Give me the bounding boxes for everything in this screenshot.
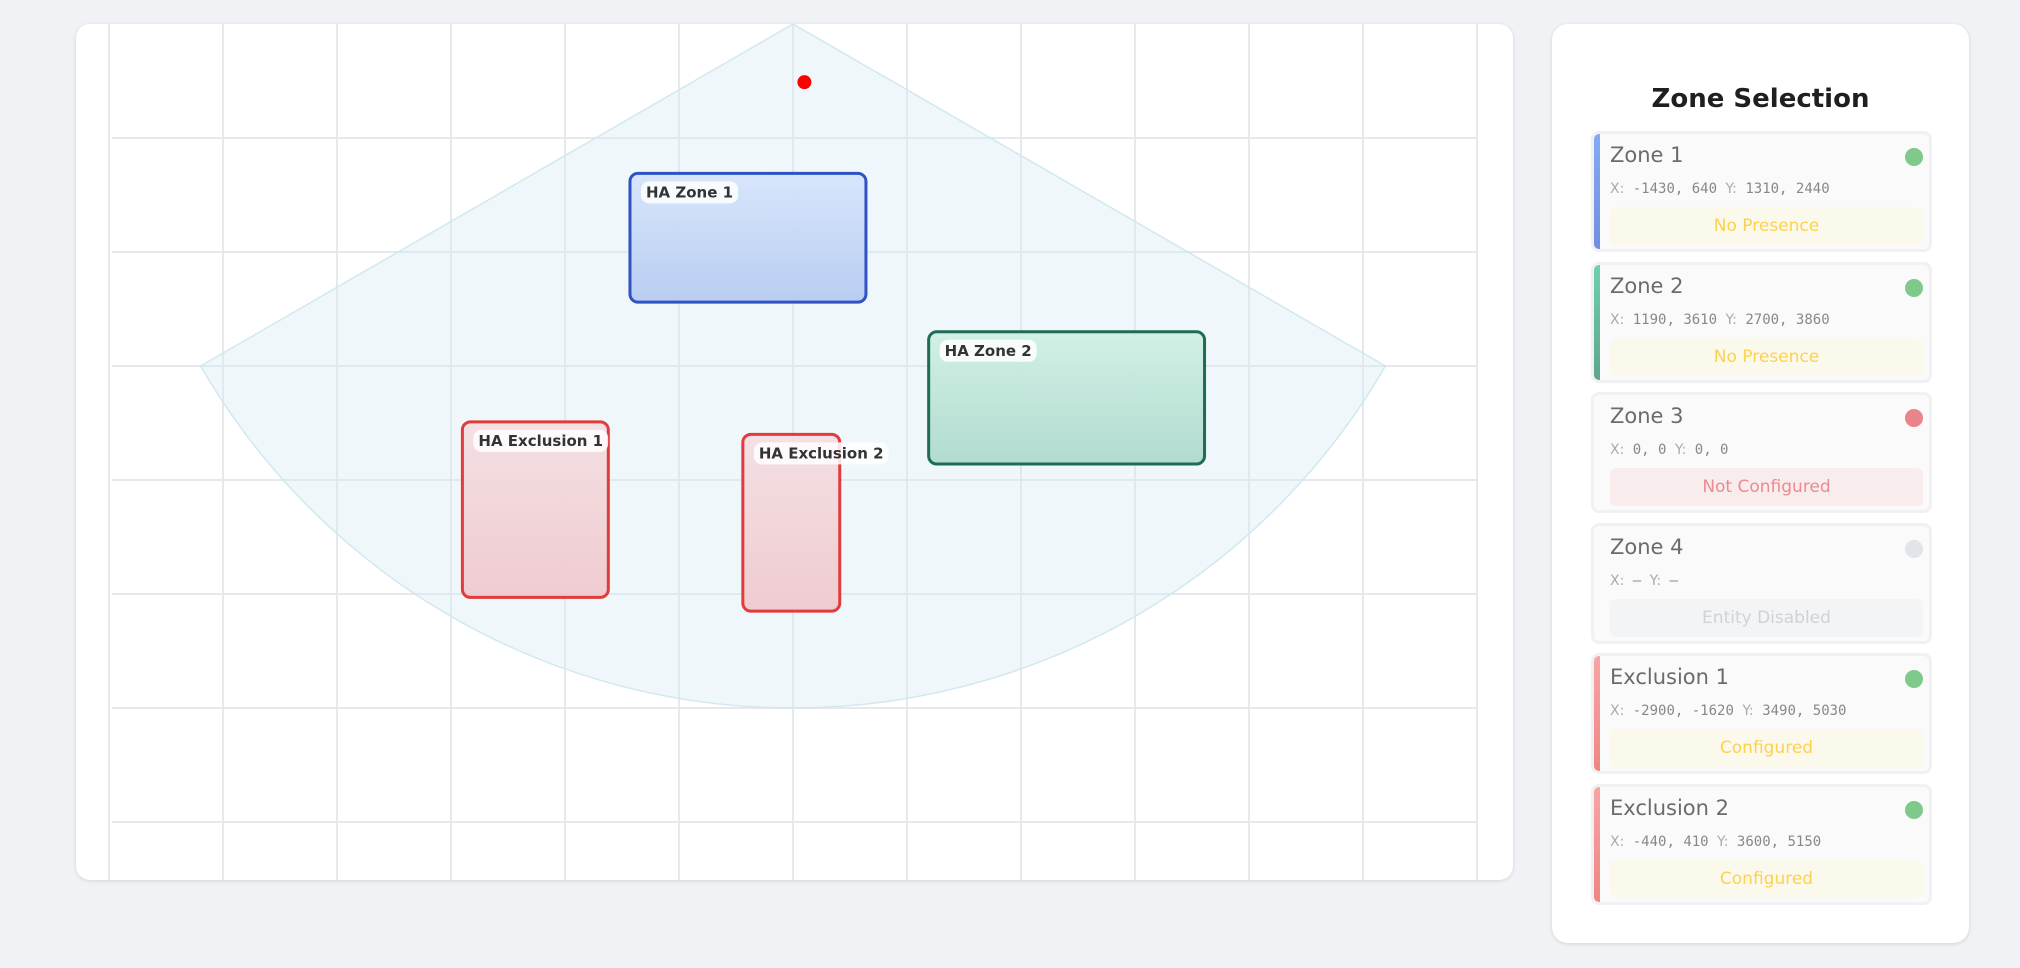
y-range: 3600, 5150 — [1736, 833, 1822, 850]
zone-label: HA Zone 2 — [945, 342, 1032, 360]
status-badge: No Presence — [1610, 207, 1923, 245]
zone-rect — [628, 171, 868, 304]
x-range: – — [1632, 572, 1642, 589]
y-range: 1310, 2440 — [1745, 181, 1830, 197]
zone-selection-panel: Zone Selection Zone 1 X: -1430, 640 Y: 13… — [1552, 24, 1969, 943]
y-range: – — [1669, 572, 1678, 589]
panel-title: Zone Selection — [1651, 84, 1870, 114]
x-range: -2900, -1620 — [1632, 703, 1734, 719]
zone-map-svg[interactable]: HA Zone 1 HA Zone 2 HA Exclusion 1 HA Exclu… — [76, 24, 1513, 880]
zone-map-canvas[interactable]: HA Zone 1 HA Zone 2 HA Exclusion 1 HA Exclu… — [76, 24, 1513, 880]
zone-card-zone-1[interactable]: Zone 1 X: -1430, 640 Y: 1310, 2440 No Pres… — [1591, 131, 1932, 252]
label-background — [473, 429, 609, 452]
status-dot-icon — [1905, 409, 1923, 427]
status-badge: Entity Disabled — [1610, 598, 1923, 637]
zone-name: Zone 3 — [1610, 404, 1684, 428]
status-badge: Configured — [1610, 859, 1923, 898]
zone-coordinates: X: -2900, -1620 Y: 3490, 5030 — [1610, 703, 1847, 719]
exclusion-label: HA Exclusion 1 — [478, 432, 603, 450]
zone-color-bar — [1594, 134, 1600, 249]
zone-coordinates: X: -440, 410 Y: 3600, 5150 — [1610, 833, 1822, 850]
zone-coordinates: X: 0, 0 Y: 0, 0 — [1610, 442, 1729, 458]
status-dot-icon — [1905, 670, 1923, 688]
status-dot-icon — [1905, 539, 1923, 558]
y-range: 3490, 5030 — [1762, 703, 1847, 719]
status-badge: No Presence — [1610, 337, 1923, 376]
zone-color-bar — [1594, 786, 1600, 902]
x-range: -1430, 640 — [1632, 181, 1718, 197]
status-badge: Not Configured — [1610, 468, 1923, 506]
y-range: 2700, 3860 — [1745, 311, 1830, 328]
x-range: -440, 410 — [1632, 833, 1709, 850]
zone-name: Exclusion 2 — [1610, 795, 1729, 820]
exclusion-rect — [460, 420, 610, 599]
label-background — [640, 181, 739, 204]
target-dot-icon — [797, 75, 812, 90]
x-range: 1190, 3610 — [1632, 311, 1718, 328]
zone-label: HA Zone 1 — [646, 183, 733, 201]
x-range: 0, 0 — [1632, 442, 1667, 458]
exclusion-label: HA Exclusion 2 — [759, 444, 884, 462]
zone-name: Zone 4 — [1610, 534, 1684, 559]
zone-card-zone-2[interactable]: Zone 2 X: 1190, 3610 Y: 2700, 3860 No Pres… — [1591, 261, 1932, 383]
zone-coordinates: X: -1430, 640 Y: 1310, 2440 — [1610, 181, 1830, 197]
label-background — [939, 339, 1037, 362]
zone-coordinates: X: 1190, 3610 Y: 2700, 3860 — [1610, 311, 1830, 328]
zone-card-exclusion-2[interactable]: Exclusion 2 X: -440, 410 Y: 3600, 5150 Con… — [1591, 783, 1932, 905]
zone-name: Zone 2 — [1610, 273, 1684, 298]
zone-card-exclusion-1[interactable]: Exclusion 1 X: -2900, -1620 Y: 3490, 5030… — [1591, 653, 1932, 774]
zone-name: Exclusion 1 — [1610, 665, 1729, 689]
zone-card-zone-3[interactable]: Zone 3 X: 0, 0 Y: 0, 0 Not Configured — [1591, 392, 1932, 513]
zone-card-zone-4[interactable]: Zone 4 X: – Y: – Entity Disabled — [1591, 522, 1932, 644]
zone-color-bar — [1594, 656, 1600, 771]
zone-rect — [927, 330, 1207, 466]
zone-coordinates: X: – Y: – — [1610, 572, 1678, 589]
zone-color-bar — [1594, 264, 1600, 380]
status-dot-icon — [1905, 278, 1923, 297]
y-range: 0, 0 — [1694, 442, 1729, 458]
status-dot-icon — [1905, 800, 1923, 819]
label-background — [753, 442, 889, 465]
exclusion-rect — [741, 432, 842, 613]
status-dot-icon — [1905, 148, 1923, 166]
status-badge: Configured — [1610, 729, 1923, 767]
zone-name: Zone 1 — [1610, 143, 1684, 167]
